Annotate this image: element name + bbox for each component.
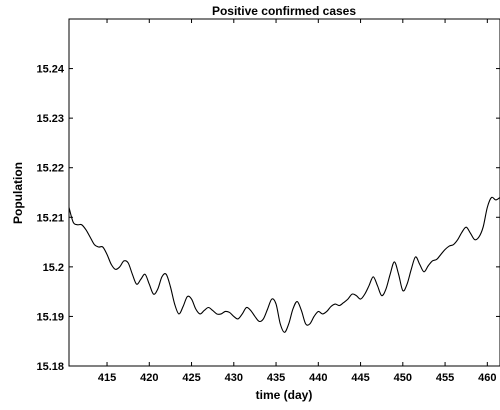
x-tick-label: 445 xyxy=(351,372,369,384)
x-tick-label: 440 xyxy=(309,372,327,384)
x-tick-label: 435 xyxy=(267,372,285,384)
x-tick-label: 455 xyxy=(436,372,454,384)
x-tick-label: 415 xyxy=(98,372,116,384)
y-tick-label: 15.18 xyxy=(36,361,64,373)
chart-title: Positive confirmed cases xyxy=(212,4,356,18)
y-tick-label: 15.2 xyxy=(43,262,64,274)
y-tick-label: 15.22 xyxy=(36,163,64,175)
x-tick-label: 460 xyxy=(478,372,496,384)
x-tick-label: 420 xyxy=(140,372,158,384)
y-tick-label: 15.19 xyxy=(36,311,64,323)
x-tick-label: 450 xyxy=(394,372,412,384)
x-axis-label: time (day) xyxy=(256,388,313,402)
y-axis-label: Population xyxy=(11,162,25,224)
y-tick-label: 15.24 xyxy=(36,64,64,76)
y-tick-label: 15.21 xyxy=(36,212,64,224)
ticks: 415 420 425 430 435 440 445 450 455 460 15.18 15.19… xyxy=(36,19,500,384)
series-line-positive-confirmed-cases xyxy=(68,196,500,333)
x-tick-label: 430 xyxy=(225,372,243,384)
plot-area xyxy=(69,19,500,366)
x-tick-label: 425 xyxy=(182,372,200,384)
y-tick-label: 15.23 xyxy=(36,113,64,125)
plot-frame xyxy=(68,18,500,367)
